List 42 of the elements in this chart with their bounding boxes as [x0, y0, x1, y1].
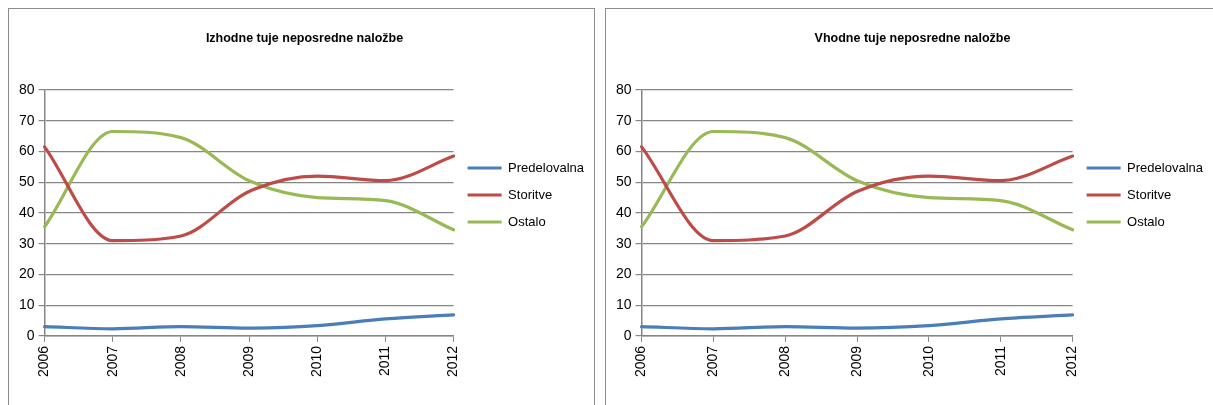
chart-title: Vhodne tuje neposredne naložbe [814, 30, 1011, 45]
legend-label: Storitve [1127, 186, 1172, 202]
x-tick-label: 2010 [308, 345, 325, 378]
x-tick-label: 2007 [103, 345, 120, 378]
x-tick-label: 2009 [239, 345, 256, 378]
y-tick-label: 60 [18, 142, 35, 159]
y-tick-label: 40 [615, 203, 632, 220]
x-tick-label: 2009 [847, 345, 864, 378]
x-tick-label: 2012 [1063, 345, 1080, 378]
line-series [639, 313, 1075, 331]
y-tick-label: 60 [615, 142, 632, 159]
y-tick-label: 80 [18, 80, 35, 97]
y-tick-label: 0 [26, 326, 35, 343]
x-tick-label: 2010 [919, 345, 936, 378]
x-tick-label: 2008 [776, 345, 793, 378]
y-tick-label: 30 [18, 234, 35, 251]
y-tick-label: 70 [615, 111, 632, 128]
y-tick-label: 50 [18, 173, 35, 190]
chart-title: Izhodne tuje neposredne naložbe [205, 30, 404, 45]
x-tick-label: 2011 [376, 345, 393, 376]
legend-label: Ostalo [1127, 213, 1165, 229]
y-tick-label: 20 [18, 265, 35, 282]
y-tick-label: 80 [615, 80, 632, 97]
y-tick-label: 10 [615, 295, 632, 312]
x-tick-label: 2011 [991, 345, 1008, 376]
x-tick-label: 2006 [632, 345, 649, 378]
legend-label: Predelovalna [1127, 159, 1204, 175]
y-tick-label: 20 [615, 265, 632, 282]
x-tick-label: 2007 [704, 345, 721, 378]
legend-label: Predelovalna [508, 159, 585, 175]
y-tick-label: 70 [18, 111, 35, 128]
y-tick-label: 50 [615, 173, 632, 190]
legend-label: Storitve [508, 186, 553, 202]
y-tick-label: 10 [18, 295, 35, 312]
line-series [42, 313, 456, 331]
x-tick-label: 2012 [444, 345, 461, 378]
x-tick-label: 2006 [35, 345, 52, 378]
x-tick-label: 2008 [171, 345, 188, 378]
y-tick-label: 0 [623, 326, 632, 343]
legend-label: Ostalo [508, 213, 546, 229]
y-tick-label: 40 [18, 203, 35, 220]
y-tick-label: 30 [615, 234, 632, 251]
